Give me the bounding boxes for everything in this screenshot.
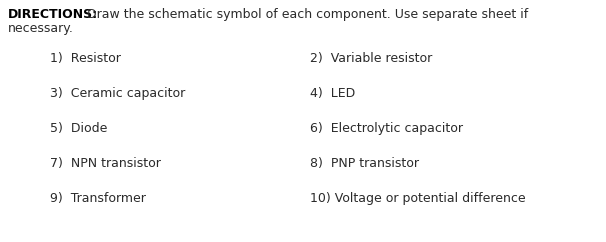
Text: Draw the schematic symbol of each component. Use separate sheet if: Draw the schematic symbol of each compon… [83,8,528,21]
Text: 5)  Diode: 5) Diode [50,122,107,135]
Text: DIRECTIONS:: DIRECTIONS: [8,8,98,21]
Text: 10) Voltage or potential difference: 10) Voltage or potential difference [310,192,525,205]
Text: necessary.: necessary. [8,22,74,35]
Text: 2)  Variable resistor: 2) Variable resistor [310,52,432,65]
Text: 1)  Resistor: 1) Resistor [50,52,121,65]
Text: 9)  Transformer: 9) Transformer [50,192,146,205]
Text: 4)  LED: 4) LED [310,87,355,100]
Text: 7)  NPN transistor: 7) NPN transistor [50,157,161,170]
Text: 3)  Ceramic capacitor: 3) Ceramic capacitor [50,87,185,100]
Text: 8)  PNP transistor: 8) PNP transistor [310,157,419,170]
Text: 6)  Electrolytic capacitor: 6) Electrolytic capacitor [310,122,463,135]
